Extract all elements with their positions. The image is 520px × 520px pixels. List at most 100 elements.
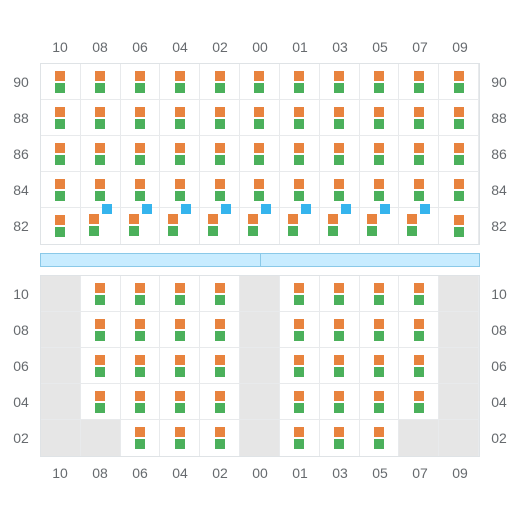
cell[interactable] xyxy=(360,384,400,420)
cell[interactable] xyxy=(399,312,439,348)
cell[interactable] xyxy=(360,100,400,136)
cell[interactable] xyxy=(41,208,81,244)
cell[interactable] xyxy=(160,100,200,136)
cell[interactable] xyxy=(81,348,121,384)
cell[interactable] xyxy=(41,100,81,136)
cell[interactable] xyxy=(121,276,161,312)
col-label: 07 xyxy=(400,465,440,481)
cell[interactable] xyxy=(81,384,121,420)
cell[interactable] xyxy=(360,348,400,384)
cell[interactable] xyxy=(160,208,200,244)
seat-square-orange xyxy=(175,319,185,329)
cell[interactable] xyxy=(320,384,360,420)
seat-square-orange xyxy=(334,283,344,293)
cell[interactable] xyxy=(200,312,240,348)
cell[interactable] xyxy=(41,64,81,100)
cell[interactable] xyxy=(200,136,240,172)
cell[interactable] xyxy=(81,276,121,312)
cell[interactable] xyxy=(81,208,121,244)
cell[interactable] xyxy=(439,172,479,208)
cell[interactable] xyxy=(240,64,280,100)
cell[interactable] xyxy=(160,420,200,456)
cell[interactable] xyxy=(200,348,240,384)
cell[interactable] xyxy=(280,208,320,244)
cell[interactable] xyxy=(320,420,360,456)
cell[interactable] xyxy=(200,276,240,312)
cell[interactable] xyxy=(81,64,121,100)
cell[interactable] xyxy=(160,172,200,208)
cell[interactable] xyxy=(399,64,439,100)
cell[interactable] xyxy=(280,100,320,136)
cell[interactable] xyxy=(399,100,439,136)
cell[interactable] xyxy=(121,64,161,100)
cell[interactable] xyxy=(439,100,479,136)
cell[interactable] xyxy=(280,64,320,100)
cell[interactable] xyxy=(360,208,400,244)
cell[interactable] xyxy=(121,100,161,136)
cell[interactable] xyxy=(360,136,400,172)
cell[interactable] xyxy=(121,208,161,244)
cell[interactable] xyxy=(200,420,240,456)
cell[interactable] xyxy=(81,136,121,172)
cell[interactable] xyxy=(41,172,81,208)
cell[interactable] xyxy=(200,384,240,420)
cell[interactable] xyxy=(320,136,360,172)
cell[interactable] xyxy=(360,172,400,208)
cell[interactable] xyxy=(121,172,161,208)
cell[interactable] xyxy=(320,100,360,136)
cell[interactable] xyxy=(280,136,320,172)
cell[interactable] xyxy=(240,208,280,244)
cell[interactable] xyxy=(320,276,360,312)
cell[interactable] xyxy=(200,100,240,136)
cell[interactable] xyxy=(399,384,439,420)
cell[interactable] xyxy=(360,64,400,100)
cell[interactable] xyxy=(320,312,360,348)
cell[interactable] xyxy=(280,312,320,348)
cell[interactable] xyxy=(121,348,161,384)
cell[interactable] xyxy=(160,384,200,420)
cell[interactable] xyxy=(200,172,240,208)
cell[interactable] xyxy=(280,276,320,312)
cell[interactable] xyxy=(121,312,161,348)
cell[interactable] xyxy=(320,172,360,208)
cell[interactable] xyxy=(160,348,200,384)
cell[interactable] xyxy=(280,384,320,420)
cell[interactable] xyxy=(121,136,161,172)
cell[interactable] xyxy=(240,136,280,172)
cell[interactable] xyxy=(81,312,121,348)
cell[interactable] xyxy=(320,208,360,244)
cell[interactable] xyxy=(160,136,200,172)
cell[interactable] xyxy=(200,208,240,244)
cell[interactable] xyxy=(320,64,360,100)
cell[interactable] xyxy=(439,136,479,172)
cell[interactable] xyxy=(399,172,439,208)
cell[interactable] xyxy=(160,276,200,312)
cell[interactable] xyxy=(81,100,121,136)
cell[interactable] xyxy=(399,136,439,172)
cell[interactable] xyxy=(81,172,121,208)
cell[interactable] xyxy=(399,208,439,244)
cell[interactable] xyxy=(360,420,400,456)
cell[interactable] xyxy=(399,276,439,312)
cell[interactable] xyxy=(280,420,320,456)
cell[interactable] xyxy=(399,348,439,384)
seat-square-green xyxy=(135,403,145,413)
cell[interactable] xyxy=(240,100,280,136)
cell[interactable] xyxy=(240,172,280,208)
cell[interactable] xyxy=(439,64,479,100)
cell[interactable] xyxy=(121,384,161,420)
cell[interactable] xyxy=(280,348,320,384)
cell[interactable] xyxy=(41,136,81,172)
cell[interactable] xyxy=(121,420,161,456)
seat-stack xyxy=(175,143,185,165)
cell[interactable] xyxy=(360,312,400,348)
cell[interactable] xyxy=(439,208,479,244)
cell[interactable] xyxy=(280,172,320,208)
cell[interactable] xyxy=(320,348,360,384)
row-label: 10 xyxy=(479,286,519,302)
seat-square-green xyxy=(454,155,464,165)
cell[interactable] xyxy=(200,64,240,100)
cell[interactable] xyxy=(360,276,400,312)
cell[interactable] xyxy=(160,312,200,348)
cell[interactable] xyxy=(160,64,200,100)
